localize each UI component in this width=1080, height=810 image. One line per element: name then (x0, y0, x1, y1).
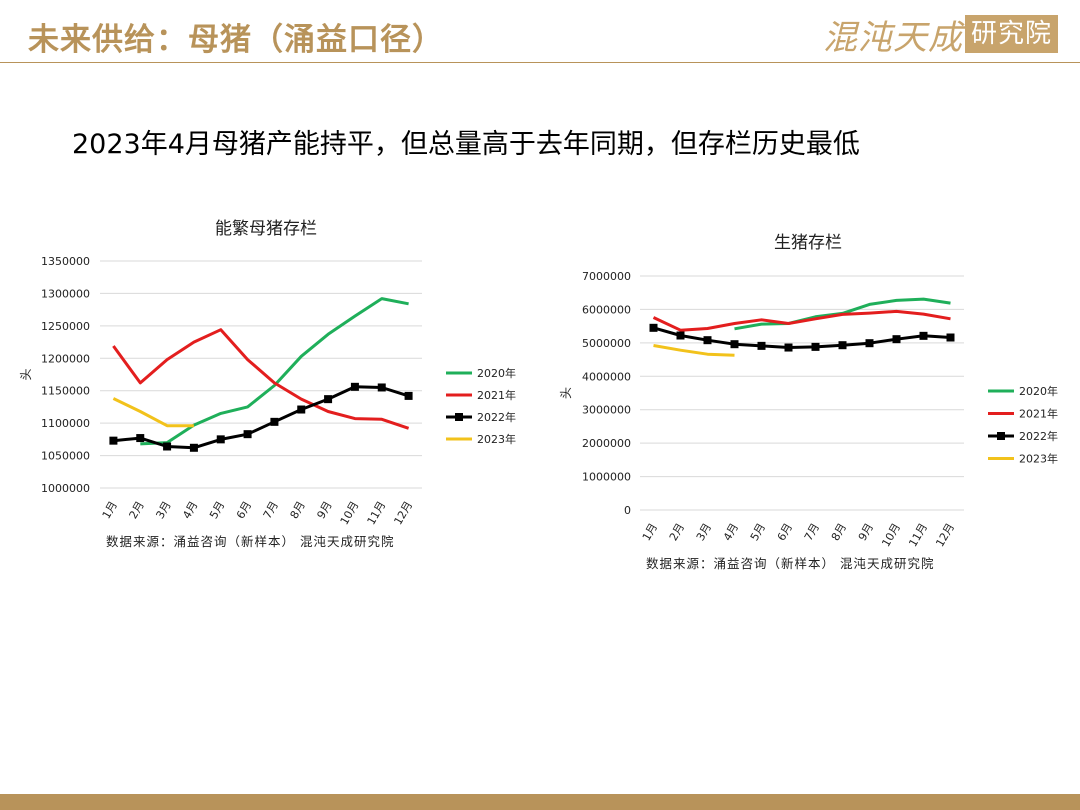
y-tick-label: 5000000 (582, 337, 631, 350)
data-point-2022 (811, 342, 820, 351)
x-tick-label: 2月 (667, 521, 687, 543)
data-point-2022 (838, 341, 847, 350)
data-point-2022 (163, 442, 172, 451)
source-note: 数据来源：涌益咨询（新样本） 混沌天成研究院 (106, 534, 394, 549)
slide-title: 未来供给：母猪（涌益口径） (28, 22, 444, 58)
x-tick-label: 12月 (933, 521, 957, 549)
x-tick-label: 4月 (721, 521, 741, 543)
series-line-2021年 (652, 309, 951, 332)
brand-logo: 混沌天成 研究院 (822, 12, 1058, 58)
legend-label: 2023年 (477, 432, 516, 446)
data-point-2022 (350, 382, 359, 391)
data-point-2022 (730, 340, 739, 349)
data-point-2022 (892, 335, 901, 344)
y-tick-label: 1150000 (41, 385, 90, 398)
series-line-2022年 (653, 326, 951, 349)
y-axis-label: 头 (19, 368, 33, 380)
data-point-2022 (703, 336, 712, 345)
x-tick-label: 9月 (856, 521, 876, 543)
series-line-2023年 (653, 344, 735, 357)
x-tick-label: 3月 (694, 521, 714, 543)
series-line-2020年 (140, 297, 409, 446)
legend-label: 2020年 (1019, 384, 1058, 398)
x-tick-label: 7月 (802, 521, 822, 543)
y-tick-label: 1100000 (41, 417, 90, 430)
data-point-2022 (404, 391, 413, 400)
data-point-2022 (324, 395, 333, 404)
chart-title: 能繁母猪存栏 (215, 219, 317, 239)
y-tick-label: 3000000 (582, 404, 631, 417)
y-tick-label: 1000000 (582, 471, 631, 484)
legend-label: 2021年 (477, 388, 516, 402)
y-tick-label: 6000000 (582, 303, 631, 316)
x-tick-label: 11月 (906, 521, 930, 549)
header-divider (0, 62, 1080, 63)
footer-bar (0, 794, 1080, 810)
y-tick-label: 1250000 (41, 320, 90, 333)
data-point-2022 (243, 430, 252, 439)
brand-name: 混沌天成 (822, 17, 963, 58)
y-tick-label: 1300000 (41, 287, 90, 300)
legend-marker (455, 413, 463, 421)
data-point-2022 (270, 417, 279, 426)
y-axis-label: 头 (559, 387, 573, 399)
x-tick-label: 6月 (775, 521, 795, 543)
y-tick-label: 1350000 (41, 255, 90, 268)
legend-label: 2023年 (1019, 452, 1058, 466)
data-point-2022 (216, 435, 225, 444)
legend-marker (997, 432, 1005, 440)
data-point-2022 (676, 331, 685, 340)
x-tick-label: 5月 (748, 521, 768, 543)
y-tick-label: 4000000 (582, 370, 631, 383)
y-tick-label: 1050000 (41, 450, 90, 463)
legend-label: 2020年 (477, 366, 516, 380)
x-tick-label: 1月 (640, 521, 660, 543)
data-point-2022 (784, 343, 793, 352)
data-point-2022 (757, 341, 766, 350)
y-tick-label: 1000000 (41, 482, 90, 495)
series-line-2021年 (112, 328, 410, 430)
legend-label: 2022年 (1019, 429, 1058, 443)
source-note: 数据来源：涌益咨询（新样本） 混沌天成研究院 (646, 556, 934, 571)
data-point-2022 (946, 333, 955, 342)
y-tick-label: 1200000 (41, 352, 90, 365)
x-tick-label: 10月 (879, 521, 903, 549)
series-line-2022年 (113, 385, 410, 450)
data-point-2022 (136, 434, 145, 443)
data-point-2022 (649, 323, 658, 332)
brand-institute-box: 研究院 (964, 15, 1058, 53)
legend-label: 2022年 (477, 410, 516, 424)
x-tick-label: 8月 (829, 521, 849, 543)
data-point-2022 (109, 436, 118, 445)
legend-label: 2021年 (1019, 407, 1058, 421)
data-point-2022 (377, 383, 386, 392)
y-tick-label: 0 (624, 504, 631, 517)
chart-title: 生猪存栏 (774, 233, 842, 253)
data-point-2022 (865, 339, 874, 348)
headline: 2023年4月母猪产能持平，但总量高于去年同期，但存栏历史最低 (72, 129, 860, 160)
y-tick-label: 7000000 (582, 270, 631, 283)
y-tick-label: 2000000 (582, 437, 631, 450)
data-point-2022 (297, 405, 306, 414)
data-point-2022 (189, 443, 198, 452)
data-point-2022 (919, 331, 928, 340)
series-line-2023年 (112, 397, 194, 428)
